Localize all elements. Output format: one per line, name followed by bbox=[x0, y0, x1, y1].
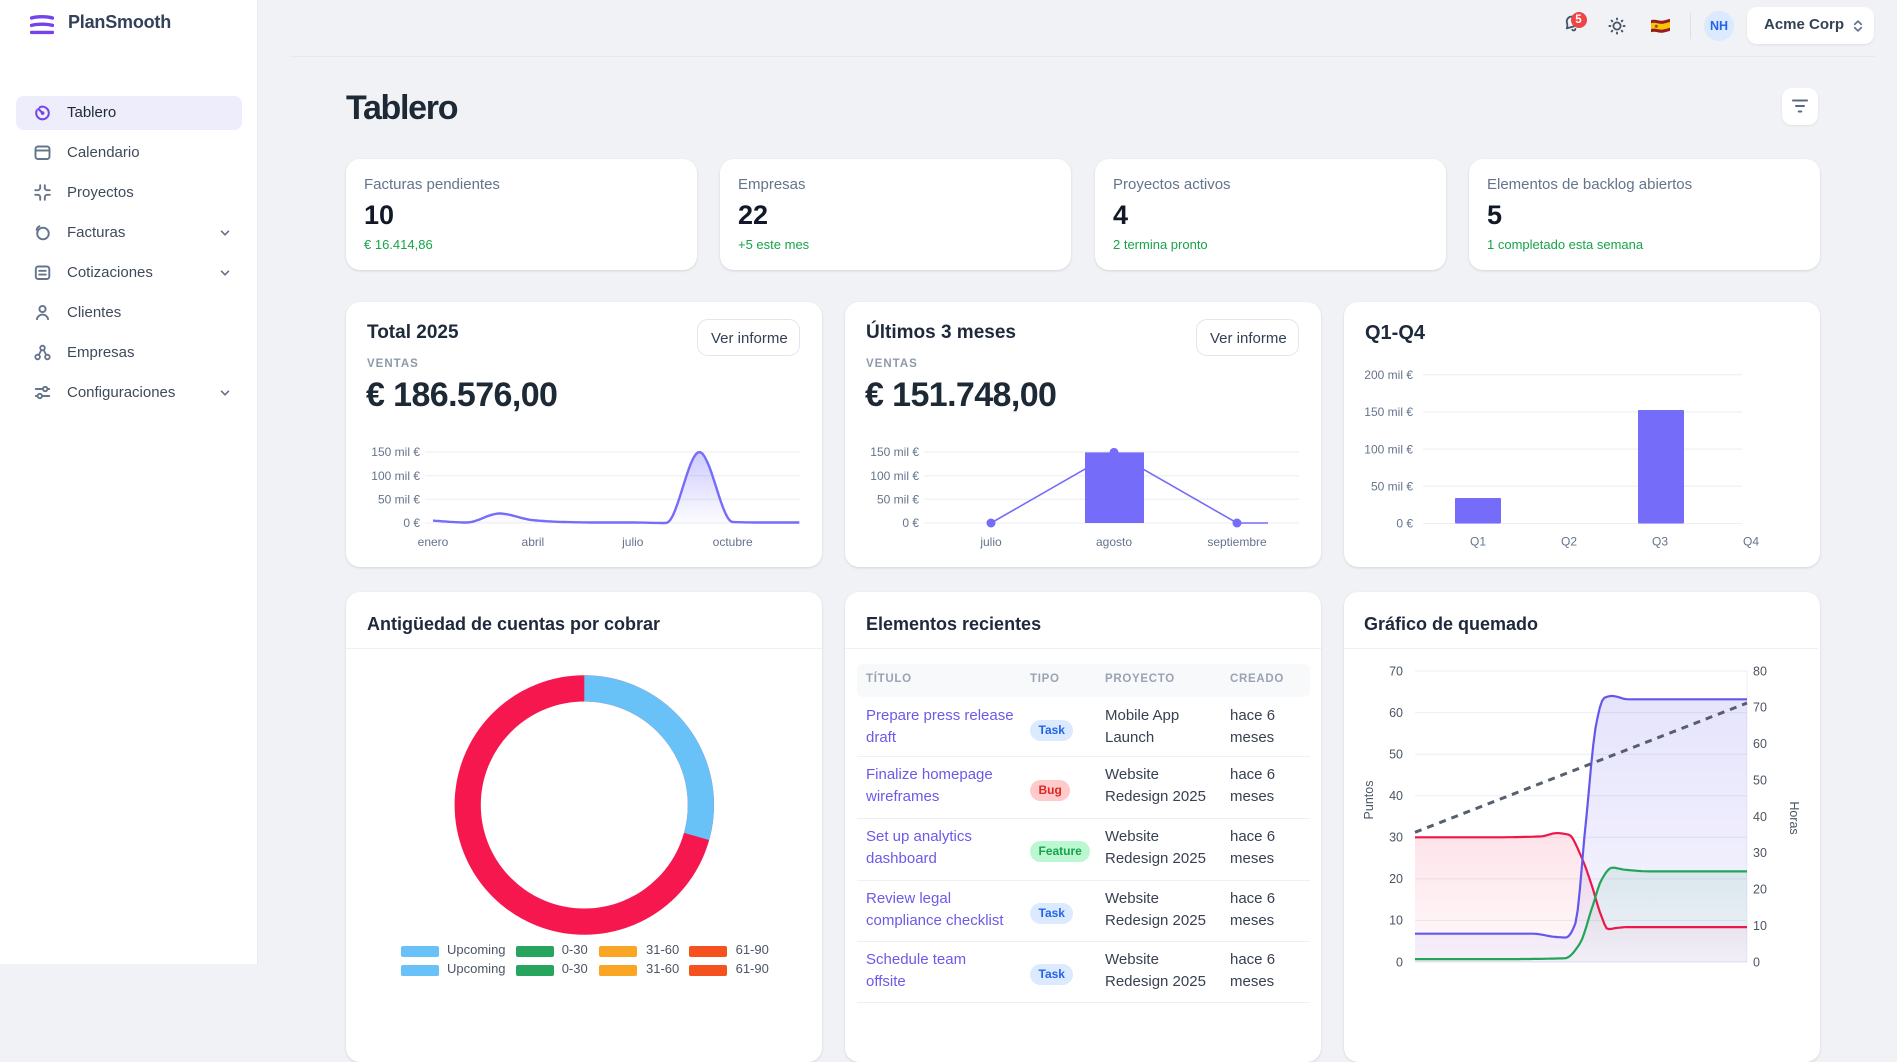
svg-text:100 mil €: 100 mil € bbox=[870, 469, 919, 483]
svg-text:20: 20 bbox=[1389, 872, 1403, 886]
svg-text:150 mil €: 150 mil € bbox=[1364, 405, 1413, 419]
svg-text:0 €: 0 € bbox=[902, 516, 919, 530]
svg-text:abril: abril bbox=[522, 535, 545, 549]
svg-text:150 mil €: 150 mil € bbox=[870, 445, 919, 459]
svg-text:30: 30 bbox=[1753, 846, 1767, 860]
svg-text:40: 40 bbox=[1753, 810, 1767, 824]
svg-text:0 €: 0 € bbox=[403, 516, 420, 530]
svg-text:50: 50 bbox=[1753, 773, 1767, 787]
svg-text:Q3: Q3 bbox=[1652, 535, 1668, 549]
svg-text:40: 40 bbox=[1389, 789, 1403, 803]
svg-text:80: 80 bbox=[1753, 664, 1767, 678]
svg-text:30: 30 bbox=[1389, 831, 1403, 845]
svg-text:Horas: Horas bbox=[1787, 801, 1801, 834]
svg-text:60: 60 bbox=[1389, 706, 1403, 720]
svg-text:100 mil €: 100 mil € bbox=[1364, 442, 1413, 456]
svg-text:70: 70 bbox=[1389, 664, 1403, 678]
svg-text:0: 0 bbox=[1396, 955, 1403, 969]
svg-text:julio: julio bbox=[979, 535, 1002, 549]
svg-text:0: 0 bbox=[1753, 955, 1760, 969]
svg-text:Q2: Q2 bbox=[1561, 535, 1577, 549]
svg-text:10: 10 bbox=[1389, 914, 1403, 928]
svg-text:50 mil €: 50 mil € bbox=[1371, 480, 1413, 494]
svg-text:20: 20 bbox=[1753, 883, 1767, 897]
svg-text:Puntos: Puntos bbox=[1362, 781, 1376, 820]
svg-text:Q1: Q1 bbox=[1470, 535, 1486, 549]
svg-text:10: 10 bbox=[1753, 919, 1767, 933]
svg-text:60: 60 bbox=[1753, 737, 1767, 751]
svg-text:octubre: octubre bbox=[713, 535, 753, 549]
svg-text:septiembre: septiembre bbox=[1207, 535, 1267, 549]
svg-text:enero: enero bbox=[418, 535, 449, 549]
svg-text:50 mil €: 50 mil € bbox=[378, 493, 420, 507]
svg-text:Q4: Q4 bbox=[1743, 535, 1759, 549]
svg-text:0 €: 0 € bbox=[1396, 517, 1413, 531]
svg-text:julio: julio bbox=[621, 535, 644, 549]
svg-text:70: 70 bbox=[1753, 701, 1767, 715]
svg-text:150 mil €: 150 mil € bbox=[371, 445, 420, 459]
svg-text:100 mil €: 100 mil € bbox=[371, 469, 420, 483]
svg-text:50 mil €: 50 mil € bbox=[877, 493, 919, 507]
svg-text:agosto: agosto bbox=[1096, 535, 1132, 549]
svg-text:200 mil €: 200 mil € bbox=[1364, 368, 1413, 382]
svg-text:50: 50 bbox=[1389, 748, 1403, 762]
